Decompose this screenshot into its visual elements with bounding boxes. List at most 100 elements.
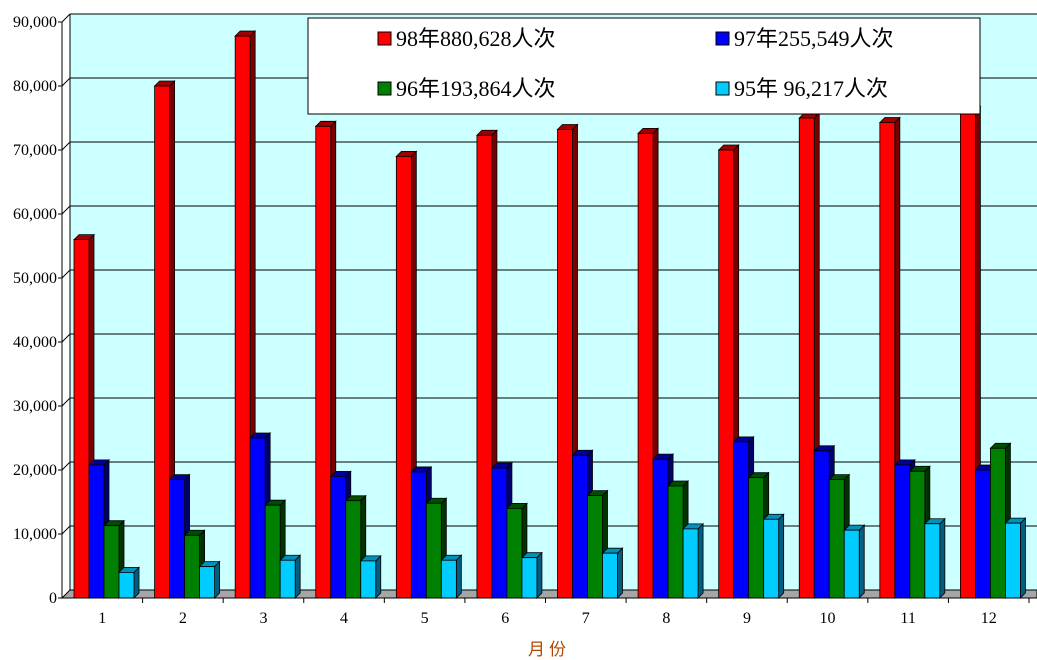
bar-front [813, 450, 830, 599]
bar-front [476, 134, 493, 599]
gridline-depth [61, 205, 71, 215]
bar-front [440, 559, 457, 599]
bar-front [733, 441, 750, 599]
bar-front [557, 129, 573, 599]
x-axis-title: 月份 [528, 640, 570, 659]
bar-front [990, 447, 1006, 599]
bar-side [294, 554, 301, 599]
gridline-depth [61, 13, 71, 23]
bar [118, 566, 140, 599]
x-tick-label: 5 [421, 610, 429, 627]
y-tick-label: 40,000 [13, 334, 57, 351]
bar-side [858, 524, 865, 599]
bar-front [118, 572, 135, 599]
bar-front [763, 518, 780, 599]
x-tick-label: 9 [743, 610, 751, 627]
legend-swatch [715, 81, 730, 96]
bar-side [1020, 517, 1026, 599]
bar-front [718, 149, 735, 599]
gridlines [61, 13, 1037, 535]
x-tick-label: 11 [900, 610, 915, 627]
bar-front [637, 132, 654, 599]
bar-front [234, 35, 251, 599]
y-tick-label: 80,000 [13, 78, 57, 95]
bar-front [652, 458, 669, 599]
bar-front [924, 523, 941, 599]
y-tick-label: 70,000 [13, 142, 57, 159]
bar-front [103, 525, 120, 599]
x-tick-label: 7 [582, 610, 590, 627]
gridline-depth [61, 333, 71, 343]
bar [279, 554, 302, 599]
bar-front [410, 471, 427, 599]
legend-label: 96年193,864人次 [396, 76, 556, 101]
gridline-depth [61, 525, 71, 535]
bar-front [682, 528, 699, 599]
bar-front [264, 504, 281, 599]
y-tick-label: 60,000 [13, 206, 57, 223]
bar-front [602, 552, 618, 599]
bar-front [828, 479, 845, 599]
bar-front [667, 485, 684, 599]
bar-front [960, 111, 976, 599]
bar-side [536, 551, 543, 599]
bar-front [73, 239, 90, 599]
y-tick-labels: 0 10,000 20,000 30,000 40,000 50,000 60,000 70,… [13, 14, 62, 607]
bar [520, 551, 543, 599]
y-tick-label: 50,000 [13, 270, 57, 287]
x-tick-label: 2 [179, 610, 187, 627]
x-tick-label: 12 [981, 610, 997, 627]
x-tick-label: 8 [662, 610, 670, 627]
bar-front [249, 437, 266, 599]
bar-front [894, 464, 911, 599]
bar [843, 524, 866, 599]
bar-front [587, 495, 603, 599]
bars-group [73, 30, 1027, 599]
axes [61, 14, 1037, 599]
bar-side [778, 513, 785, 599]
bar-side [455, 554, 462, 599]
bar-front [169, 479, 185, 599]
bar [153, 80, 176, 599]
y-tick-label: 30,000 [13, 398, 57, 415]
bar [440, 554, 463, 599]
gridline-depth [61, 269, 71, 279]
bar-front [843, 529, 860, 599]
legend-label: 95年 96,217人次 [734, 76, 888, 101]
legend-box [307, 17, 981, 115]
bar-front [798, 117, 815, 599]
legend: 98年880,628人次 97年255,549人次 96年193,864人次 95年 … [307, 17, 981, 115]
bar-front [315, 125, 332, 599]
x-tick-label: 4 [340, 610, 348, 627]
bar-front [521, 557, 538, 599]
x-tick-label: 1 [98, 610, 106, 627]
bar-front [279, 559, 296, 599]
bar [682, 522, 705, 599]
bar [601, 547, 624, 599]
bar-side [697, 522, 704, 599]
legend-swatch [377, 81, 392, 96]
bar-front [748, 477, 765, 599]
bar-side [617, 547, 623, 599]
y-tick-label: 0 [49, 590, 57, 607]
legend-swatch [377, 31, 392, 46]
bar-front [975, 469, 991, 599]
bar [762, 513, 785, 599]
bar-front [360, 560, 377, 599]
y-tick-label: 90,000 [13, 14, 57, 31]
bar-front [88, 464, 105, 599]
bar-front [572, 454, 588, 599]
bar-front [1005, 522, 1021, 599]
x-tick-label: 10 [820, 610, 836, 627]
bar-front [879, 122, 896, 599]
bar-front [425, 502, 442, 599]
bar-front [491, 467, 508, 599]
legend-swatch [715, 31, 730, 46]
x-tick-label: 6 [501, 610, 509, 627]
bar [198, 560, 221, 599]
bar [923, 517, 946, 599]
bar-front [330, 475, 347, 599]
gridline-depth [61, 141, 71, 151]
gridline-depth [61, 397, 71, 407]
